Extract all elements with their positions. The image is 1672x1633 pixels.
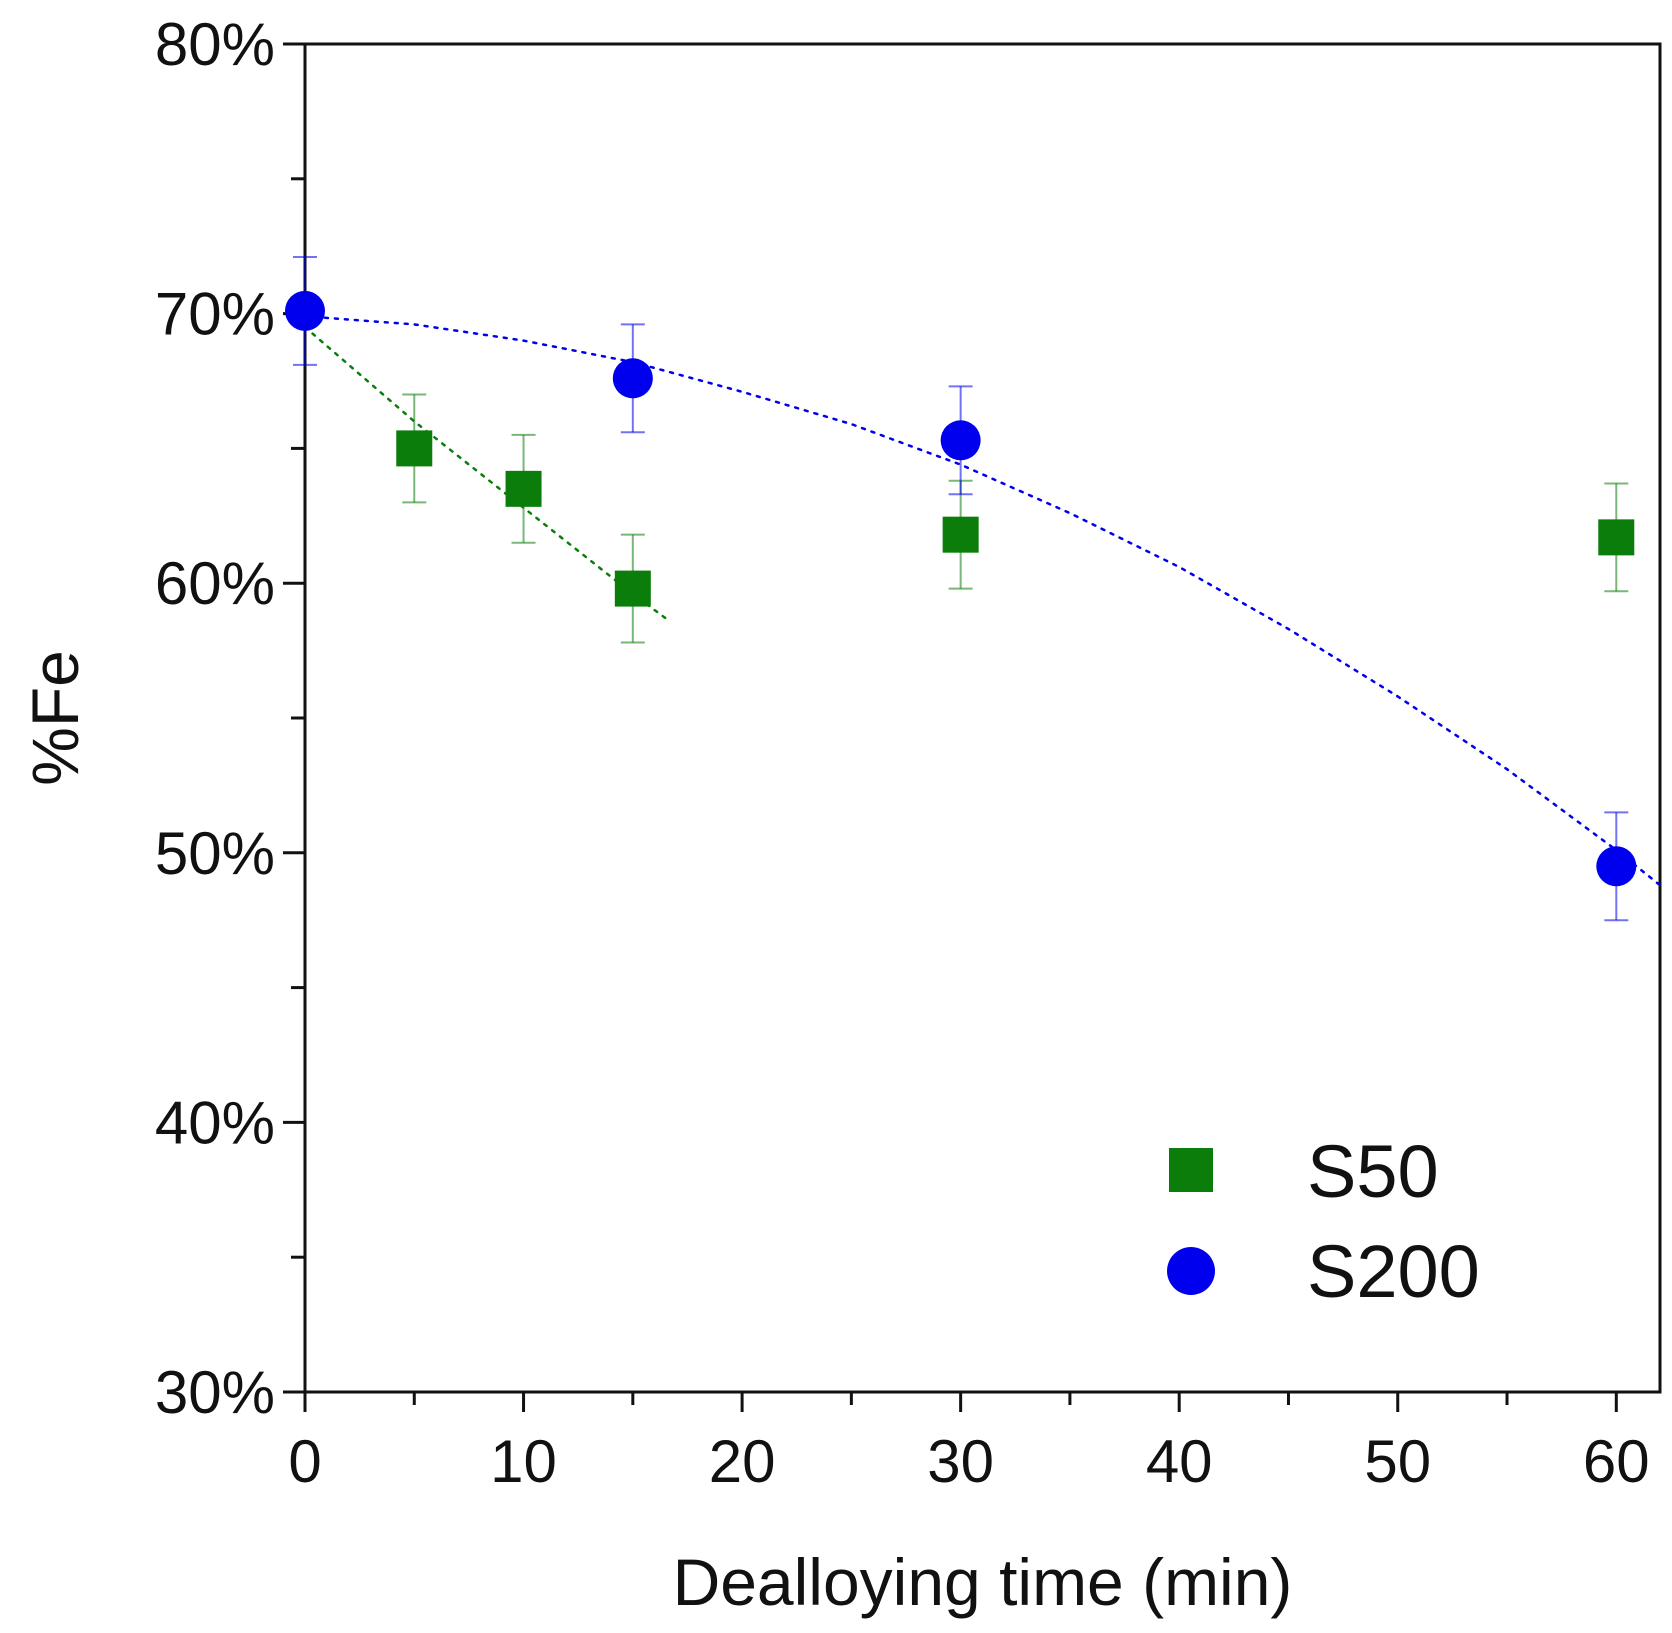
trend-line-s200 <box>303 315 1662 887</box>
y-tick-label: 50% <box>155 820 275 887</box>
x-tick-label: 10 <box>490 1428 557 1495</box>
y-tick-label: 30% <box>155 1359 275 1426</box>
y-tick-label: 60% <box>155 550 275 617</box>
data-markers <box>285 290 1637 887</box>
data-point-s50 <box>614 570 651 607</box>
data-point-s50 <box>1598 519 1635 556</box>
legend-marker-s50 <box>1169 1148 1213 1192</box>
y-tick-label: 40% <box>155 1089 275 1156</box>
data-point-s50 <box>942 516 979 553</box>
x-tick-label: 60 <box>1583 1428 1650 1495</box>
data-point-s50 <box>396 430 433 467</box>
legend-label-s200: S200 <box>1307 1230 1480 1313</box>
plot-frame <box>303 42 1662 1394</box>
data-point-s50 <box>505 470 542 507</box>
x-axis-title: Dealloying time (min) <box>673 1545 1293 1619</box>
y-tick-label: 70% <box>155 281 275 348</box>
legend-label-s50: S50 <box>1307 1130 1439 1213</box>
trend-lines <box>303 315 1662 887</box>
plot-border <box>303 42 1662 1394</box>
x-axis: 0 10 20 30 40 50 60 <box>288 1392 1650 1495</box>
y-tick-label: 80% <box>155 11 275 78</box>
data-point-s200 <box>285 290 325 331</box>
x-tick-label: 20 <box>709 1428 776 1495</box>
data-point-s200 <box>1596 846 1637 887</box>
legend-marker-s200 <box>1167 1247 1215 1295</box>
data-point-s200 <box>612 358 653 399</box>
y-axis: 30% 40% 50% 60% 70% 80% <box>155 11 305 1426</box>
y-axis-title: %Fe <box>18 650 92 786</box>
x-tick-label: 30 <box>927 1428 994 1495</box>
legend: S50 S200 <box>1167 1130 1480 1313</box>
x-tick-label: 50 <box>1364 1428 1431 1495</box>
data-point-s200 <box>940 420 981 461</box>
x-tick-label: 0 <box>288 1428 321 1495</box>
trend-line-s50 <box>303 325 667 620</box>
x-tick-label: 40 <box>1146 1428 1213 1495</box>
error-bars <box>293 255 1629 922</box>
